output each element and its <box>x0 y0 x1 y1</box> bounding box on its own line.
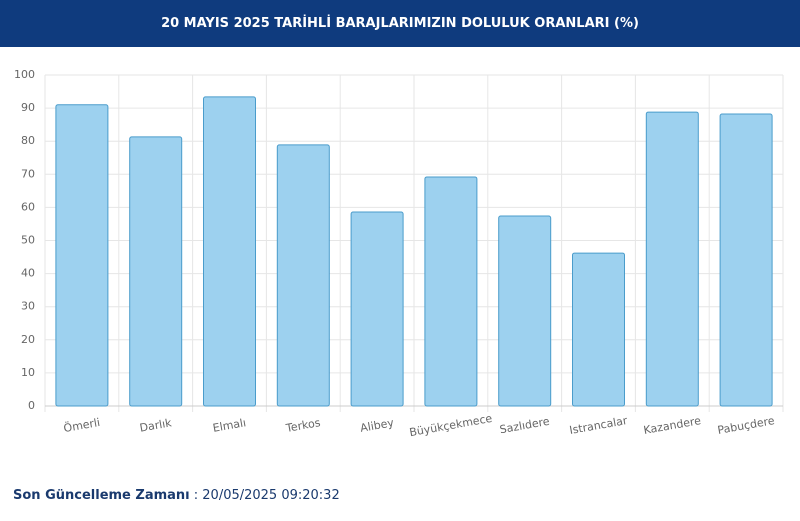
bar <box>129 136 183 407</box>
y-tick-label: 0 <box>28 399 35 412</box>
chart-title: 20 MAYIS 2025 TARİHLİ BARAJLARIMIZIN DOL… <box>0 0 800 47</box>
y-tick-label: 50 <box>21 234 35 247</box>
x-tick-label: Terkos <box>284 416 322 435</box>
footer: Son Güncelleme Zamanı : 20/05/2025 09:20… <box>13 488 340 503</box>
bar <box>645 111 699 407</box>
y-tick-label: 100 <box>14 68 35 81</box>
bar <box>203 96 256 407</box>
bar <box>498 215 552 407</box>
x-tick-label: Alibey <box>359 416 395 435</box>
footer-value: : 20/05/2025 09:20:32 <box>193 488 340 503</box>
footer-label: Son Güncelleme Zamanı <box>13 488 190 503</box>
chart: 0 10 20 30 40 50 60 70 80 90 100 Ömerli Darlık Elmalı… <box>14 68 784 439</box>
y-tick-label: 70 <box>21 167 35 180</box>
bar <box>719 113 773 407</box>
y-tick-label: 10 <box>21 366 35 379</box>
bar <box>276 144 330 407</box>
x-tick-label: Kazandere <box>643 414 703 437</box>
x-tick-label: Sazlıdere <box>499 415 551 437</box>
y-tick-label: 60 <box>21 200 35 213</box>
bar <box>424 176 478 407</box>
bar <box>55 104 109 407</box>
y-tick-label: 80 <box>21 134 35 147</box>
x-tick-label: Darlık <box>139 416 174 435</box>
bar <box>572 252 625 407</box>
y-tick-label: 40 <box>21 267 35 280</box>
x-tick-label: Ömerli <box>63 416 101 435</box>
y-tick-label: 30 <box>21 300 35 313</box>
x-tick-label: Pabuçdere <box>716 414 775 437</box>
x-tick-label: Elmalı <box>212 416 247 435</box>
x-tick-label: Büyükçekmece <box>408 412 493 439</box>
y-tick-label: 90 <box>21 101 35 114</box>
y-tick-label: 20 <box>21 333 35 346</box>
bar <box>350 211 404 407</box>
x-tick-label: Istrancalar <box>568 414 628 437</box>
